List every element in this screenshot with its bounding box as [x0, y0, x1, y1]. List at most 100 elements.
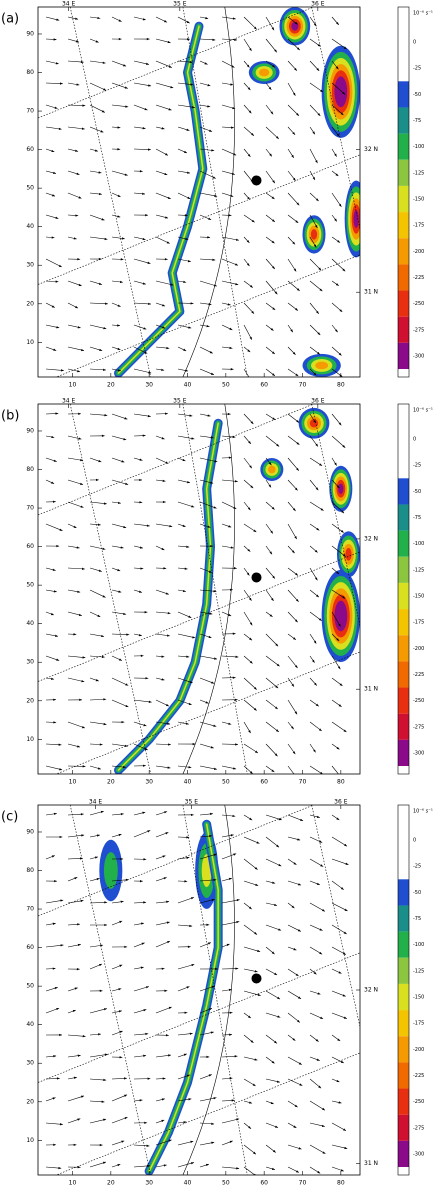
wind-arrowhead	[168, 1054, 171, 1057]
wind-arrowhead	[77, 370, 81, 373]
wind-arrowhead	[190, 1140, 194, 1144]
wind-arrowhead	[125, 704, 129, 707]
wind-arrowhead	[319, 288, 323, 292]
wind-vector	[89, 901, 108, 904]
wind-arrowhead	[188, 326, 192, 329]
y-tick-label: 70	[26, 906, 34, 913]
wind-arrowhead	[293, 862, 297, 865]
wind-arrowhead	[344, 1146, 348, 1150]
wind-arrowhead	[139, 458, 143, 461]
wind-arrowhead	[211, 985, 215, 989]
wind-arrowhead	[162, 304, 166, 307]
latitude-line	[38, 805, 315, 917]
wind-arrowhead	[209, 351, 213, 354]
wind-arrowhead	[294, 1104, 298, 1108]
wind-vector	[89, 501, 107, 505]
wind-arrowhead	[214, 460, 218, 463]
wind-arrowhead	[80, 813, 84, 816]
wind-arrowhead	[120, 900, 124, 903]
wind-vector	[331, 836, 348, 847]
wind-arrowhead	[124, 744, 128, 748]
contour-blob	[338, 483, 344, 495]
wind-vector	[199, 765, 217, 770]
wind-arrowhead	[298, 883, 302, 886]
wind-arrowhead	[343, 931, 347, 934]
wind-vector	[199, 1097, 217, 1102]
wind-arrowhead	[248, 1126, 252, 1129]
wind-arrowhead	[231, 126, 234, 129]
wind-arrowhead	[247, 1015, 251, 1019]
wind-arrowhead	[124, 1117, 128, 1120]
wind-arrowhead	[187, 196, 191, 199]
wind-arrowhead	[139, 170, 143, 173]
colorbar-unit: 10⁻⁶ s⁻¹	[413, 11, 433, 17]
wind-arrowhead	[185, 722, 189, 725]
wind-arrowhead	[312, 177, 315, 181]
wind-vector	[45, 368, 64, 371]
wind-arrowhead	[236, 899, 240, 902]
wind-arrowhead	[74, 305, 78, 309]
wind-arrowhead	[247, 87, 251, 91]
colorbar-label: -225	[413, 672, 424, 678]
wind-arrowhead	[227, 303, 231, 306]
wind-arrowhead	[118, 590, 122, 593]
wind-vector	[133, 699, 152, 703]
wind-arrowhead	[335, 283, 339, 286]
wind-arrowhead	[51, 305, 55, 308]
wind-arrowhead	[101, 1100, 105, 1103]
wind-vector	[221, 921, 240, 926]
wind-arrowhead	[320, 508, 324, 511]
wind-arrowhead	[342, 268, 346, 272]
wind-arrowhead	[338, 422, 342, 426]
wind-arrowhead	[290, 329, 293, 333]
wind-arrowhead	[292, 508, 296, 512]
x2-tick-label: 34 E	[89, 799, 103, 806]
wind-arrowhead	[320, 771, 323, 774]
wind-arrowhead	[277, 1015, 281, 1018]
wind-arrowhead	[253, 26, 257, 30]
wind-arrowhead	[313, 244, 317, 248]
wind-arrowhead	[313, 749, 316, 753]
wind-arrowhead	[236, 1167, 240, 1170]
station-marker	[251, 572, 262, 583]
wind-arrowhead	[270, 328, 274, 331]
wind-vector	[287, 523, 297, 540]
wind-arrowhead	[77, 745, 81, 748]
wind-arrowhead	[81, 348, 84, 352]
wind-arrowhead	[98, 569, 102, 572]
wind-vector	[89, 1054, 108, 1058]
panel-label: (b)	[1, 409, 19, 424]
y-tick-label: 80	[26, 69, 34, 76]
wind-arrowhead	[271, 598, 274, 601]
wind-arrowhead	[167, 196, 171, 199]
wind-arrowhead	[51, 481, 55, 484]
latitude-line	[38, 7, 315, 119]
wind-arrowhead	[145, 677, 149, 680]
wind-arrowhead	[145, 213, 149, 217]
wind-arrowhead	[58, 264, 62, 268]
wind-arrowhead	[335, 66, 339, 70]
wind-arrowhead	[295, 373, 299, 377]
wind-arrowhead	[270, 1101, 274, 1105]
wind-arrowhead	[268, 462, 272, 466]
contour-blob	[353, 210, 359, 228]
contour-blob	[291, 21, 299, 31]
wind-arrowhead	[78, 437, 82, 440]
wind-arrowhead	[229, 1033, 232, 1036]
latitude-line	[38, 154, 360, 285]
wind-arrowhead	[60, 369, 64, 372]
wind-arrowhead	[189, 60, 193, 64]
wind-arrowhead	[189, 414, 193, 417]
wind-arrowhead	[143, 1009, 147, 1012]
wind-vector	[67, 677, 85, 683]
wind-arrowhead	[209, 834, 213, 838]
wind-arrowhead	[120, 857, 124, 861]
wind-arrowhead	[214, 194, 218, 197]
wind-arrowhead	[123, 64, 127, 67]
wind-arrowhead	[81, 725, 85, 729]
wind-arrowhead	[230, 834, 234, 837]
latitude-line	[38, 952, 360, 1083]
wind-arrowhead	[208, 570, 212, 573]
colorbar-band	[398, 609, 409, 636]
wind-arrowhead	[102, 547, 106, 550]
